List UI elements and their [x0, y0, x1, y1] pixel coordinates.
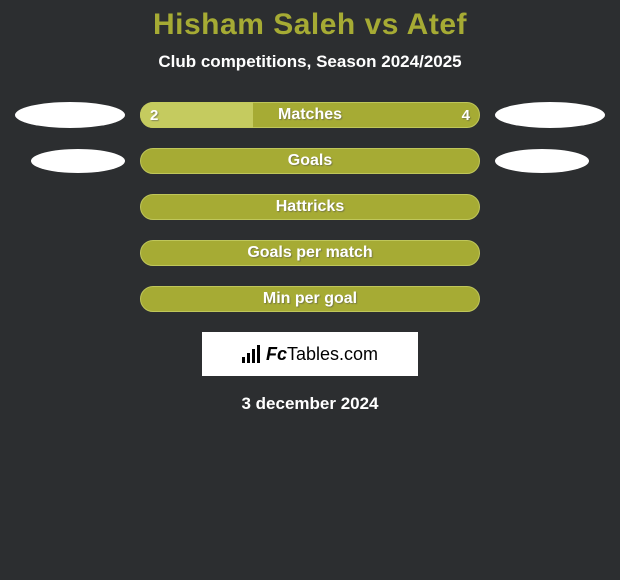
stat-value-right: 4: [452, 102, 480, 128]
stat-label: Goals: [140, 148, 480, 174]
player-right-oval: [495, 102, 605, 128]
footer-logo: FcTables.com: [202, 332, 418, 376]
stat-label: Min per goal: [140, 286, 480, 312]
stat-label: Hattricks: [140, 194, 480, 220]
date-label: 3 december 2024: [0, 394, 620, 414]
comparison-rows: Matches2 4 Goals Hattricks Goals per match Mi…: [0, 102, 620, 312]
subtitle: Club competitions, Season 2024/2025: [0, 52, 620, 72]
comparison-row: Goals: [0, 148, 620, 174]
player-right-oval: [495, 149, 589, 173]
comparison-row: Min per goal: [0, 286, 620, 312]
comparison-row: Goals per match: [0, 240, 620, 266]
stat-bar: Goals per match: [140, 240, 480, 266]
logo-text: FcTables.com: [242, 344, 378, 365]
comparison-row: Hattricks: [0, 194, 620, 220]
stat-bar: Goals: [140, 148, 480, 174]
logo-fc: Fc: [266, 344, 287, 365]
page-title: Hisham Saleh vs Atef: [0, 8, 620, 42]
stat-bar: Min per goal: [140, 286, 480, 312]
stat-label: Goals per match: [140, 240, 480, 266]
player-left-oval: [31, 149, 125, 173]
logo-tables: Tables.com: [287, 344, 378, 365]
stat-bar: Hattricks: [140, 194, 480, 220]
comparison-row: Matches2 4: [0, 102, 620, 128]
stat-label: Matches: [140, 102, 480, 128]
stat-value-left: 2: [140, 102, 168, 128]
infographic-container: Hisham Saleh vs Atef Club competitions, …: [0, 0, 620, 414]
chart-icon: [242, 345, 260, 363]
player-left-oval: [15, 102, 125, 128]
stat-bar: Matches2 4: [140, 102, 480, 128]
